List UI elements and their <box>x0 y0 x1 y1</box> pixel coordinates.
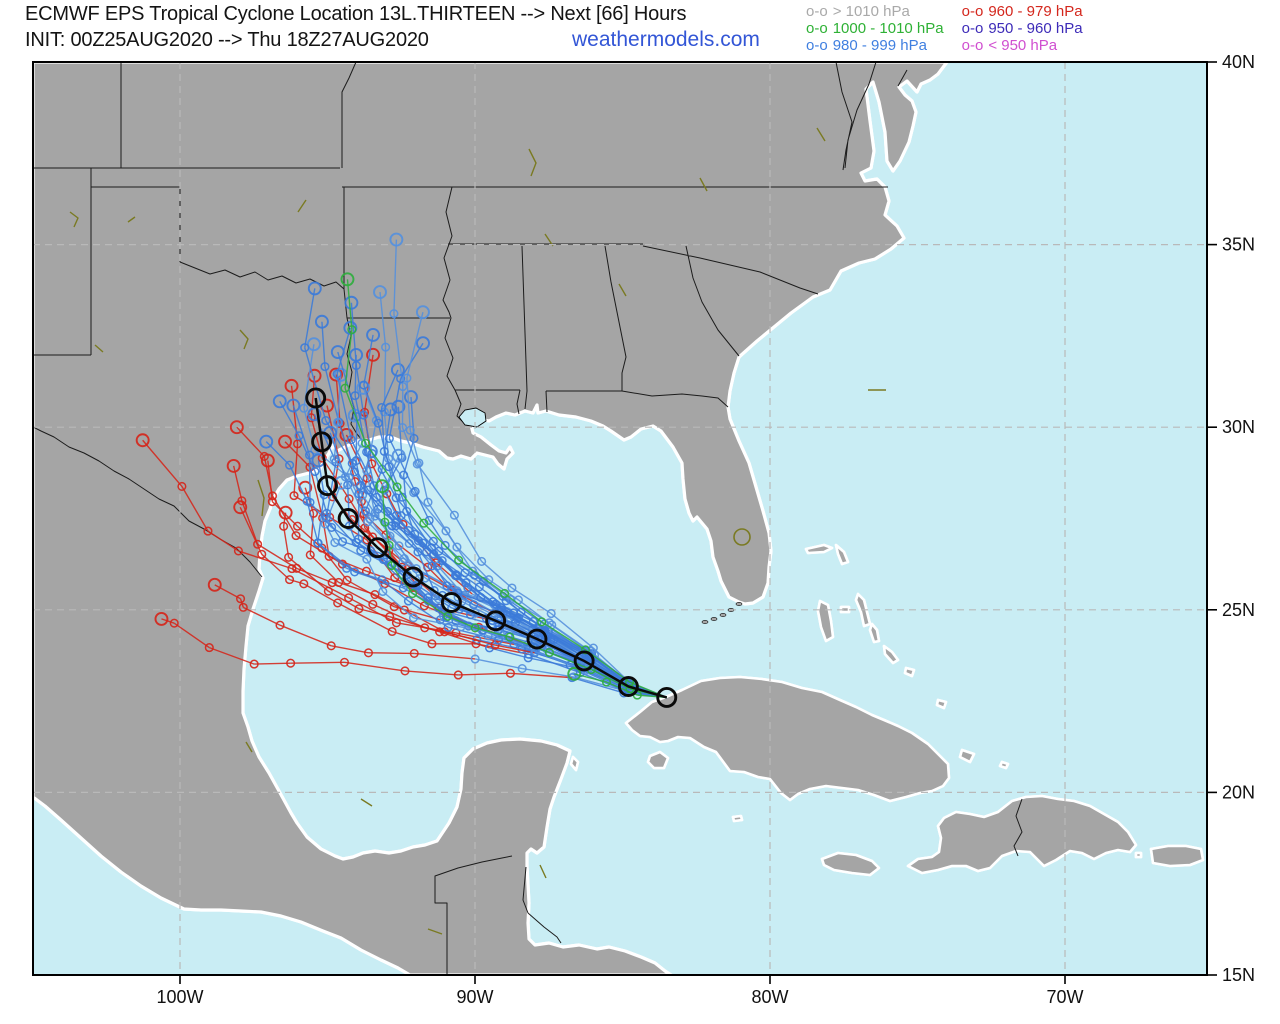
legend-item-label: 980 - 999 hPa <box>832 37 927 54</box>
svg-text:70W: 70W <box>1046 987 1083 1007</box>
landmass-cuba <box>624 675 951 803</box>
svg-text:25N: 25N <box>1222 600 1255 620</box>
legend-track-glyph: o-o <box>806 20 828 37</box>
lake-pontchartrain <box>458 407 487 428</box>
legend-item: o-o 1000 - 1010 hPa <box>806 20 944 37</box>
legend-item-label: 1000 - 1010 hPa <box>832 20 944 37</box>
landmass-jamaica <box>820 851 881 877</box>
landmass-bahamas <box>804 543 1010 770</box>
map-frame <box>32 61 1208 976</box>
legend-item-label: 950 - 960 hPa <box>988 20 1083 37</box>
svg-text:20N: 20N <box>1222 782 1255 802</box>
legend-item: o-o 950 - 960 hPa <box>962 20 1083 37</box>
legend-item: o-o < 950 hPa <box>962 37 1083 54</box>
legend-column-right: o-o 960 - 979 hPa o-o 950 - 960 hPa o-o < 950… <box>962 3 1083 54</box>
pressure-legend: o-o > 1010 hPa o-o 1000 - 1010 hPa o-o 980 - … <box>806 3 1083 54</box>
svg-text:80W: 80W <box>751 987 788 1007</box>
legend-track-glyph: o-o <box>961 20 984 37</box>
svg-text:100W: 100W <box>156 987 203 1007</box>
legend-item-label: > 1010 hPa <box>832 3 910 20</box>
mean-track <box>305 387 678 708</box>
lake-okeechobee <box>733 528 751 546</box>
svg-text:15N: 15N <box>1222 965 1255 985</box>
legend-item: o-o 960 - 979 hPa <box>962 3 1083 20</box>
svg-text:90W: 90W <box>456 987 493 1007</box>
axis-labels: 100W 90W 80W 70W 40N 35N 30N 25N 20N 15N <box>156 52 1255 1007</box>
legend-track-glyph: o-o <box>806 37 828 54</box>
init-time-label: INIT: 00Z25AUG2020 --> Thu 18Z27AUG2020 <box>25 29 429 51</box>
brand-link[interactable]: weathermodels.com <box>572 28 760 51</box>
legend-item: o-o 980 - 999 hPa <box>806 37 944 54</box>
svg-text:35N: 35N <box>1222 235 1255 255</box>
rivers <box>69 127 886 935</box>
legend-item-label: 960 - 979 hPa <box>988 3 1083 20</box>
landmass-hispaniola <box>906 794 1138 875</box>
legend-column-left: o-o > 1010 hPa o-o 1000 - 1010 hPa o-o 980 - … <box>806 3 944 54</box>
small-islands <box>569 602 744 823</box>
ensemble-tracks <box>135 232 668 700</box>
legend-item: o-o > 1010 hPa <box>806 3 944 20</box>
landmass-puerto-rico <box>1134 844 1205 868</box>
legend-track-glyph: o-o <box>961 37 984 54</box>
legend-track-glyph: o-o <box>806 3 828 20</box>
gridlines <box>33 62 1207 975</box>
map-title: ECMWF EPS Tropical Cyclone Location 13L.… <box>25 3 687 25</box>
legend-item-label: < 950 hPa <box>988 37 1058 54</box>
svg-text:40N: 40N <box>1222 52 1255 72</box>
landmass-north-america <box>33 62 949 975</box>
haiti-dr-border <box>1013 798 1023 857</box>
svg-text:30N: 30N <box>1222 417 1255 437</box>
legend-track-glyph: o-o <box>961 3 984 20</box>
